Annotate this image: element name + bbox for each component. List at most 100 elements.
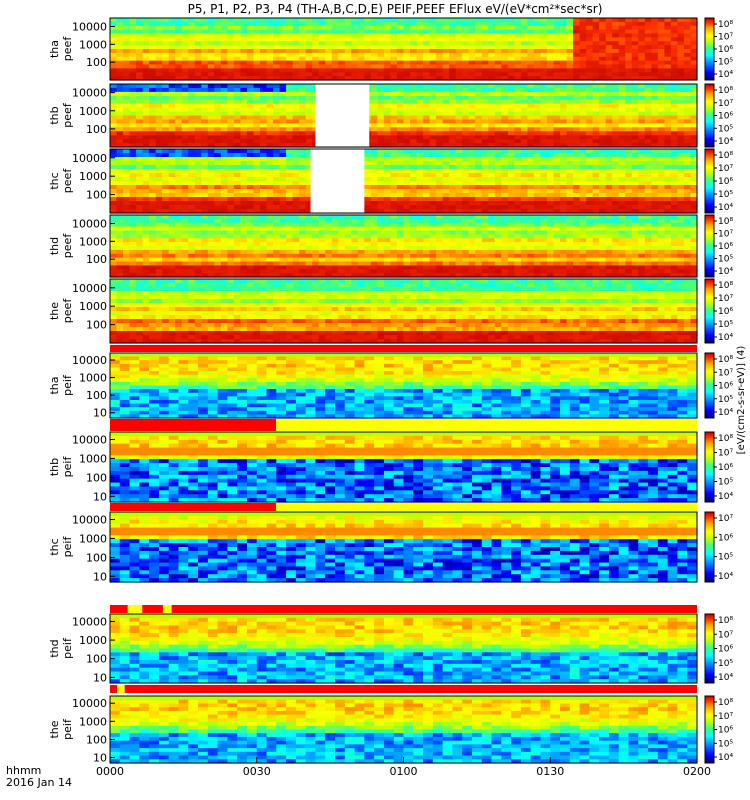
heatmap-cell	[449, 119, 457, 124]
heatmap-cell	[266, 181, 274, 186]
heatmap-cell	[527, 209, 535, 214]
heatmap-cell	[266, 157, 274, 162]
heatmap-cell	[599, 29, 607, 35]
heatmap-cell	[201, 56, 209, 62]
heatmap-cell	[449, 72, 457, 77]
heatmap-cell	[651, 197, 659, 202]
heatmap-cell	[664, 189, 672, 194]
heatmap-cell	[494, 21, 502, 27]
heatmap-cell	[227, 173, 235, 178]
heatmap-cell	[116, 33, 124, 38]
heatmap-cell	[481, 111, 489, 117]
heatmap-cell	[651, 115, 659, 121]
heatmap-cell	[683, 131, 692, 136]
heatmap-cell	[546, 25, 555, 31]
heatmap-cell	[233, 246, 242, 251]
heatmap-cell	[168, 76, 176, 81]
heatmap-cell	[168, 68, 176, 73]
heatmap-cell	[599, 197, 607, 202]
heatmap-cell	[233, 56, 242, 62]
heatmap-cell	[214, 49, 222, 54]
heatmap-cell	[396, 135, 405, 140]
heatmap-cell	[214, 185, 222, 190]
heatmap-cell	[286, 165, 294, 170]
heatmap-cell	[220, 205, 228, 210]
heatmap-cell	[246, 234, 255, 239]
heatmap-cell	[416, 25, 424, 31]
heatmap-cell	[142, 253, 150, 259]
heatmap-cell	[618, 165, 626, 170]
heatmap-cell	[116, 37, 124, 42]
heatmap-cell	[670, 45, 679, 50]
heatmap-cell	[149, 135, 157, 140]
heatmap-cell	[123, 84, 131, 89]
heatmap-cell	[436, 173, 444, 178]
heatmap-cell	[116, 84, 124, 89]
heatmap-cell	[305, 181, 313, 186]
heatmap-cell	[449, 115, 457, 121]
heatmap-cell	[520, 29, 529, 35]
heatmap-cell	[253, 18, 261, 23]
heatmap-cell	[442, 197, 450, 202]
heatmap-cell	[638, 169, 646, 174]
heatmap-cell	[449, 95, 457, 101]
heatmap-cell	[579, 49, 587, 54]
heatmap-cell	[312, 234, 320, 239]
heatmap-cell	[403, 149, 411, 154]
heatmap-cell	[188, 222, 196, 228]
heatmap-cell	[475, 197, 483, 202]
heatmap-cell	[455, 99, 463, 105]
heatmap-cell	[494, 111, 502, 117]
heatmap-cell	[631, 157, 639, 162]
heatmap-cell	[110, 29, 118, 35]
heatmap-cell	[612, 165, 620, 170]
heatmap-cell	[123, 215, 131, 220]
heatmap-cell	[546, 205, 555, 210]
heatmap-cell	[188, 149, 196, 154]
heatmap-cell	[553, 91, 561, 97]
heatmap-cell	[351, 37, 359, 42]
heatmap-cell	[142, 143, 150, 148]
heatmap-cell	[266, 209, 274, 214]
heatmap-cell	[449, 33, 457, 38]
heatmap-cell	[116, 218, 124, 224]
heatmap-cell	[488, 21, 496, 27]
heatmap-cell	[370, 149, 379, 154]
heatmap-cell	[566, 181, 574, 186]
heatmap-cell	[586, 72, 594, 77]
heatmap-cell	[110, 177, 118, 182]
heatmap-cell	[266, 257, 274, 263]
heatmap-cell	[455, 197, 463, 202]
heatmap-cell	[253, 181, 261, 186]
heatmap-cell	[468, 25, 476, 31]
heatmap-cell	[299, 127, 307, 132]
heatmap-cell	[664, 181, 672, 186]
heatmap-cell	[246, 95, 255, 101]
heatmap-cell	[560, 153, 568, 158]
heatmap-cell	[175, 60, 183, 66]
heatmap-cell	[286, 201, 294, 206]
heatmap-cell	[116, 139, 124, 144]
heatmap-cell	[481, 189, 489, 194]
heatmap-cell	[286, 226, 294, 232]
heatmap-cell	[520, 139, 529, 144]
heatmap-cell	[599, 56, 607, 62]
heatmap-cell	[566, 169, 574, 174]
heatmap-cell	[507, 131, 515, 136]
heatmap-cell	[468, 115, 476, 121]
heatmap-cell	[586, 37, 594, 42]
heatmap-cell	[520, 119, 529, 124]
heatmap-cell	[266, 95, 274, 101]
heatmap-cell	[305, 161, 313, 166]
heatmap-cell	[299, 265, 307, 270]
heatmap-cell	[299, 143, 307, 148]
heatmap-cell	[318, 60, 326, 66]
heatmap-cell	[657, 103, 665, 109]
heatmap-cell	[396, 153, 405, 158]
heatmap-cell	[123, 257, 131, 263]
heatmap-cell	[396, 18, 405, 23]
heatmap-cell	[644, 193, 652, 198]
heatmap-cell	[194, 99, 202, 105]
heatmap-cell	[618, 41, 626, 46]
heatmap-cell	[357, 246, 365, 251]
